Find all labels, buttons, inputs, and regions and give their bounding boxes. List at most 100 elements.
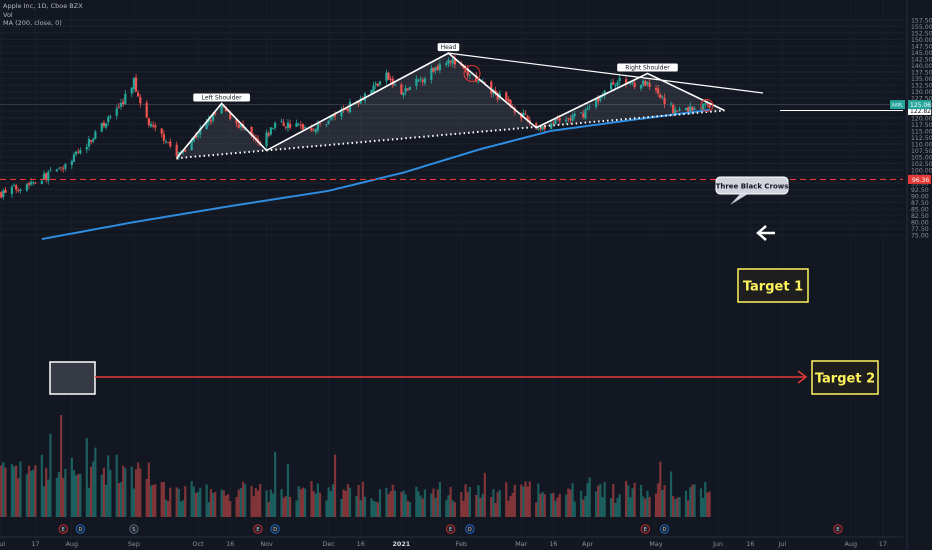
- volume-bar: [582, 499, 585, 517]
- volume-bar: [612, 484, 615, 517]
- pattern-label: Right Shoulder: [625, 64, 670, 71]
- candle-body: [406, 88, 409, 91]
- event-marker[interactable]: [270, 524, 280, 534]
- volume-bar: [34, 465, 37, 517]
- volume-bar: [167, 500, 170, 517]
- volume-bar: [162, 481, 165, 517]
- event-marker[interactable]: [58, 524, 68, 534]
- y-tick-label: 100.00: [911, 167, 932, 174]
- volume-bar: [610, 498, 613, 517]
- event-marker[interactable]: [833, 524, 843, 534]
- event-marker[interactable]: [75, 524, 86, 534]
- candle-body: [586, 108, 589, 110]
- volume-bar: [60, 415, 63, 517]
- volume-bar: [496, 492, 499, 517]
- volume-bar: [393, 490, 397, 517]
- candle-body: [211, 113, 215, 121]
- volume-bar: [464, 484, 467, 517]
- volume-bar: [436, 489, 439, 517]
- volume-bar: [663, 485, 666, 517]
- volume-bar: [526, 486, 529, 517]
- candle-body: [295, 122, 298, 127]
- x-tick-label: Jun: [712, 540, 723, 548]
- candle-body: [541, 126, 544, 130]
- volume-bar: [119, 482, 123, 517]
- candle-body: [299, 125, 302, 126]
- candle-body: [393, 84, 397, 86]
- volume-bar: [184, 486, 187, 517]
- candle-body: [344, 109, 347, 111]
- event-marker[interactable]: [445, 524, 456, 534]
- breakdown-arrow-head: [756, 225, 767, 241]
- volume-bar: [567, 488, 570, 517]
- volume-bar: [599, 484, 602, 517]
- candle-body: [704, 103, 707, 105]
- volume-bar: [145, 478, 148, 517]
- volume-bar: [94, 447, 97, 517]
- candle-body: [370, 90, 373, 94]
- breakout-zone-box: [49, 361, 96, 395]
- volume-bar: [342, 489, 345, 517]
- candle-body: [588, 106, 591, 108]
- candle-body: [376, 83, 379, 87]
- volume-bar: [224, 495, 227, 517]
- y-tick-label: 135.00: [911, 76, 932, 83]
- volume-bar: [678, 497, 681, 517]
- candle-body: [122, 101, 125, 105]
- candle-body: [468, 74, 471, 76]
- volume-bar: [130, 466, 133, 517]
- legend-volume: Vol: [3, 10, 13, 19]
- candle-body: [614, 84, 617, 87]
- volume-bar: [62, 478, 65, 517]
- crows-callout-text: Three Black Crows: [716, 183, 789, 191]
- event-marker[interactable]: [465, 524, 475, 534]
- candle-body: [154, 125, 157, 128]
- event-marker[interactable]: [659, 524, 670, 534]
- volume-bar: [419, 495, 422, 517]
- candle-body: [378, 81, 382, 85]
- candle-body: [419, 78, 422, 80]
- event-marker-letter: E: [62, 527, 65, 533]
- candle-body: [595, 97, 598, 108]
- candle-body: [269, 127, 272, 135]
- volume-bar: [556, 497, 559, 517]
- event-marker[interactable]: [640, 524, 651, 534]
- volume-bar: [4, 467, 7, 517]
- volume-bar: [363, 496, 367, 517]
- candle-body: [706, 102, 709, 104]
- volume-bar: [406, 500, 409, 517]
- event-marker[interactable]: [129, 524, 139, 534]
- candle-body: [327, 120, 330, 124]
- candle-body: [509, 99, 512, 106]
- candle-body: [301, 123, 305, 130]
- y-tick-label: 82.50: [911, 213, 929, 220]
- candle-body: [325, 124, 328, 126]
- candle-body: [496, 92, 499, 100]
- event-marker-letter: S: [132, 527, 135, 533]
- candle-body: [10, 186, 13, 195]
- candle-body: [34, 182, 37, 184]
- candle-body: [19, 189, 22, 191]
- volume-bar: [45, 467, 48, 517]
- y-tick-label: 75.00: [911, 233, 929, 240]
- candle-body: [57, 168, 61, 170]
- candle-body: [199, 128, 202, 135]
- volume-bar: [633, 482, 636, 517]
- candle-body: [0, 192, 3, 198]
- candle-body: [642, 80, 645, 86]
- candle-body: [271, 127, 275, 129]
- candle-body: [438, 64, 441, 71]
- volume-bar: [75, 475, 78, 517]
- candle-body: [447, 59, 450, 64]
- drawing-layer: Left Shoulder Head Right Shoulder Three Bla…: [0, 43, 903, 395]
- target-2-label: Target 2: [815, 372, 875, 387]
- candle-body: [182, 151, 185, 153]
- x-tick-label: 17: [879, 540, 887, 548]
- candle-body: [17, 190, 20, 191]
- volume-bar: [282, 497, 285, 517]
- candle-body: [580, 112, 583, 114]
- candle-body: [239, 124, 242, 128]
- event-marker[interactable]: [253, 524, 263, 534]
- volume-bar: [42, 486, 46, 517]
